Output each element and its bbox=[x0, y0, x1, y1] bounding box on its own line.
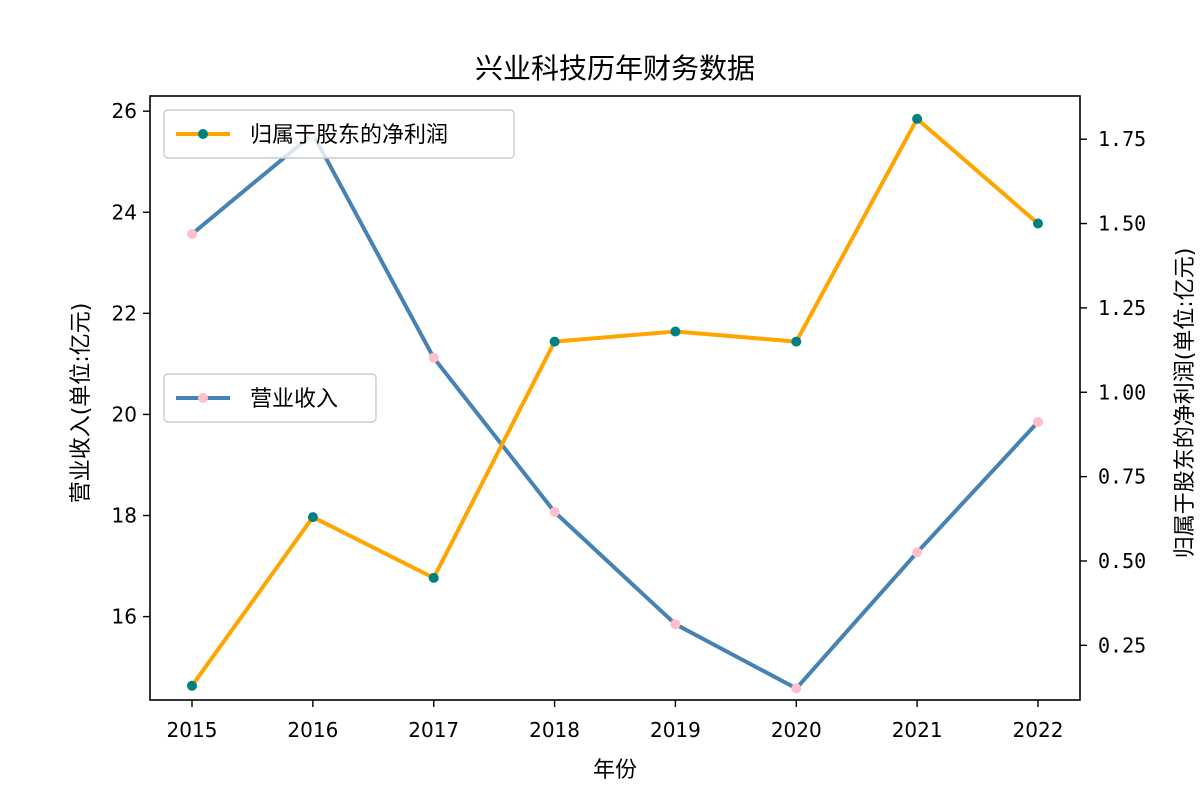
data-point-s0-2019 bbox=[670, 619, 681, 630]
x-tick-label-2016: 2016 bbox=[287, 718, 338, 742]
right-y-tick-label-0.75: 0.75 bbox=[1098, 465, 1146, 489]
data-point-s0-2020 bbox=[791, 683, 802, 694]
data-point-s1-2017 bbox=[428, 572, 439, 583]
data-point-s1-2021 bbox=[912, 113, 923, 124]
x-tick-label-2020: 2020 bbox=[771, 718, 822, 742]
x-tick-label-2019: 2019 bbox=[650, 718, 701, 742]
plot-area: 2015 2016 2017 2018 2019 2020 2021 202216182022… bbox=[112, 95, 1146, 742]
data-point-s1-2015 bbox=[187, 680, 197, 691]
legend-box-0 bbox=[163, 109, 515, 159]
right-y-tick-label-1.75: 1.75 bbox=[1098, 127, 1146, 151]
data-point-s0-2018 bbox=[549, 507, 560, 517]
x-tick-label-2015: 2015 bbox=[167, 718, 218, 742]
left-y-tick-label-26: 26 bbox=[112, 99, 137, 123]
series-line-0 bbox=[189, 131, 1041, 691]
x-axis-label: 年份 bbox=[593, 758, 637, 783]
legend-marker-1 bbox=[198, 393, 208, 403]
legend-1: 营业收入 bbox=[163, 373, 377, 423]
left-y-tick-label-24: 24 bbox=[112, 200, 137, 224]
series-markers bbox=[187, 113, 1043, 694]
left-y-tick-label-22: 22 bbox=[112, 301, 137, 325]
data-point-s0-2021 bbox=[912, 547, 923, 558]
data-point-s0-2017 bbox=[428, 352, 439, 363]
x-tick-label-2017: 2017 bbox=[408, 718, 459, 742]
right-y-axis-ticks: 0.25 0.50 0.75 1.00 1.25 1.50 1.75 bbox=[1080, 127, 1146, 657]
data-point-s1-2016 bbox=[307, 512, 318, 523]
x-tick-label-2021: 2021 bbox=[892, 718, 943, 742]
right-y-tick-label-0.50: 0.50 bbox=[1098, 549, 1146, 573]
legend-label-0: 归属于股东的净利润 bbox=[250, 123, 448, 148]
x-tick-label-2018: 2018 bbox=[529, 718, 580, 742]
data-point-s1-2019 bbox=[670, 326, 681, 337]
data-point-s1-2018 bbox=[549, 336, 560, 347]
data-point-s0-2015 bbox=[187, 229, 197, 239]
legend-0: 归属于股东的净利润 bbox=[163, 109, 515, 159]
data-point-s1-2022 bbox=[1033, 218, 1043, 229]
legend-marker-0 bbox=[198, 129, 208, 139]
legend-box-1 bbox=[163, 373, 377, 423]
data-point-s1-2020 bbox=[791, 336, 802, 347]
left-y-tick-label-18: 18 bbox=[112, 504, 137, 528]
left-y-axis-label: 营业收入(单位:亿元) bbox=[69, 303, 94, 504]
right-y-tick-label-1.00: 1.00 bbox=[1098, 380, 1146, 404]
chart-title: 兴业科技历年财务数据 bbox=[475, 52, 755, 85]
left-y-tick-label-16: 16 bbox=[112, 605, 137, 629]
series-lines bbox=[189, 116, 1041, 691]
data-point-s0-2022 bbox=[1033, 417, 1043, 427]
legend-label-1: 营业收入 bbox=[250, 387, 338, 412]
right-y-tick-label-0.25: 0.25 bbox=[1098, 633, 1146, 657]
right-y-axis-label: 归属于股东的净利润(单位:亿元) bbox=[1173, 248, 1198, 559]
x-axis-ticks: 2015 2016 2017 2018 2019 2020 2021 2022 bbox=[167, 700, 1064, 742]
x-tick-label-2022: 2022 bbox=[1013, 718, 1064, 742]
series-line-1 bbox=[189, 116, 1041, 689]
plot-frame bbox=[149, 95, 1081, 701]
left-y-axis-ticks: 16 18 20 22 24 26 bbox=[112, 99, 150, 629]
right-y-tick-label-1.50: 1.50 bbox=[1098, 212, 1146, 236]
right-y-tick-label-1.25: 1.25 bbox=[1098, 296, 1146, 320]
left-y-tick-label-20: 20 bbox=[112, 402, 137, 426]
